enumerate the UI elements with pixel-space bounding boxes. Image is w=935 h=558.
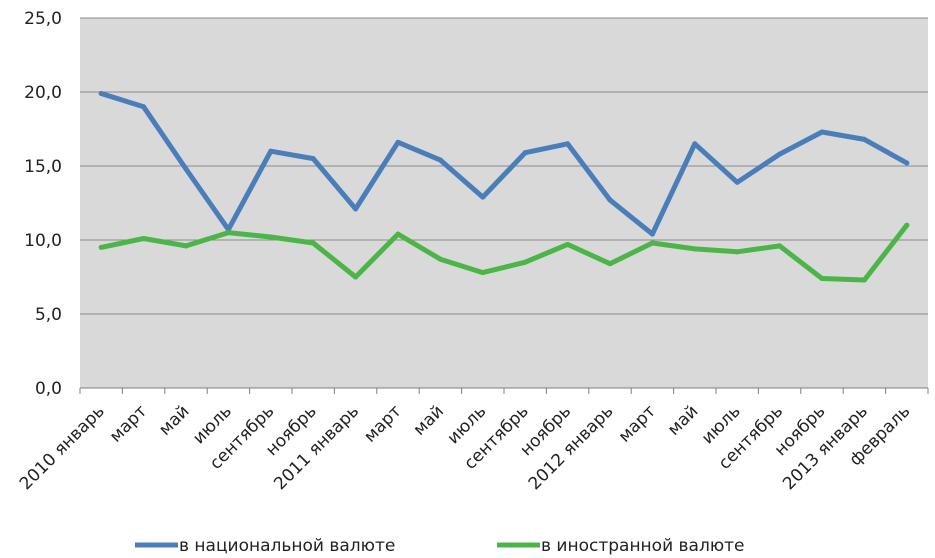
legend: в национальной валюте в иностранной валют… bbox=[135, 536, 745, 556]
data-point bbox=[819, 275, 825, 281]
data-point bbox=[692, 141, 698, 147]
data-point bbox=[734, 249, 740, 255]
data-point bbox=[904, 160, 910, 166]
data-point bbox=[522, 259, 528, 265]
y-tick-label: 5,0 bbox=[35, 305, 62, 325]
x-tick-label: март bbox=[615, 401, 660, 446]
data-point bbox=[565, 141, 571, 147]
x-tick-label: март bbox=[106, 401, 151, 446]
data-point bbox=[480, 194, 486, 200]
data-point bbox=[861, 277, 867, 283]
data-point bbox=[141, 104, 147, 110]
legend-label: в иностранной валюте bbox=[541, 536, 745, 556]
data-point bbox=[141, 236, 147, 242]
x-tick-label: 2010 январь bbox=[16, 401, 109, 494]
y-tick-labels: 0,0 5,0 10,0 15,0 20,0 25,0 bbox=[24, 9, 62, 399]
data-point bbox=[310, 156, 316, 162]
data-point bbox=[183, 166, 189, 172]
data-point bbox=[353, 274, 359, 280]
gridlines bbox=[80, 17, 928, 315]
data-point bbox=[649, 240, 655, 246]
data-point bbox=[310, 240, 316, 246]
y-tick-label: 25,0 bbox=[24, 9, 62, 29]
data-point bbox=[692, 246, 698, 252]
data-point bbox=[183, 243, 189, 249]
data-point bbox=[268, 234, 274, 240]
data-point bbox=[565, 241, 571, 247]
series-line-2 bbox=[98, 222, 910, 283]
y-tick-label: 10,0 bbox=[24, 231, 62, 251]
data-point bbox=[734, 179, 740, 185]
data-point bbox=[480, 270, 486, 276]
data-point bbox=[819, 129, 825, 135]
x-tick-marks bbox=[79, 388, 929, 394]
data-point bbox=[98, 244, 104, 250]
data-point bbox=[607, 197, 613, 203]
series-line-1 bbox=[98, 91, 910, 237]
data-point bbox=[607, 261, 613, 267]
legend-label: в национальной валюте bbox=[179, 536, 395, 556]
data-point bbox=[437, 157, 443, 163]
data-point bbox=[904, 222, 910, 228]
data-point bbox=[777, 151, 783, 157]
data-point bbox=[268, 148, 274, 154]
data-point bbox=[649, 231, 655, 237]
data-point bbox=[522, 150, 528, 156]
data-point bbox=[777, 243, 783, 249]
data-point bbox=[395, 231, 401, 237]
y-tick-label: 20,0 bbox=[24, 83, 62, 103]
data-point bbox=[225, 230, 231, 236]
data-point bbox=[395, 139, 401, 145]
data-point bbox=[437, 256, 443, 262]
x-tick-label: март bbox=[360, 401, 405, 446]
data-point bbox=[98, 90, 104, 96]
data-point bbox=[353, 206, 359, 212]
data-point bbox=[861, 136, 867, 142]
y-tick-label: 0,0 bbox=[35, 379, 62, 399]
plot-area bbox=[80, 18, 928, 388]
y-tick-label: 15,0 bbox=[24, 157, 62, 177]
series-lines bbox=[98, 90, 910, 283]
